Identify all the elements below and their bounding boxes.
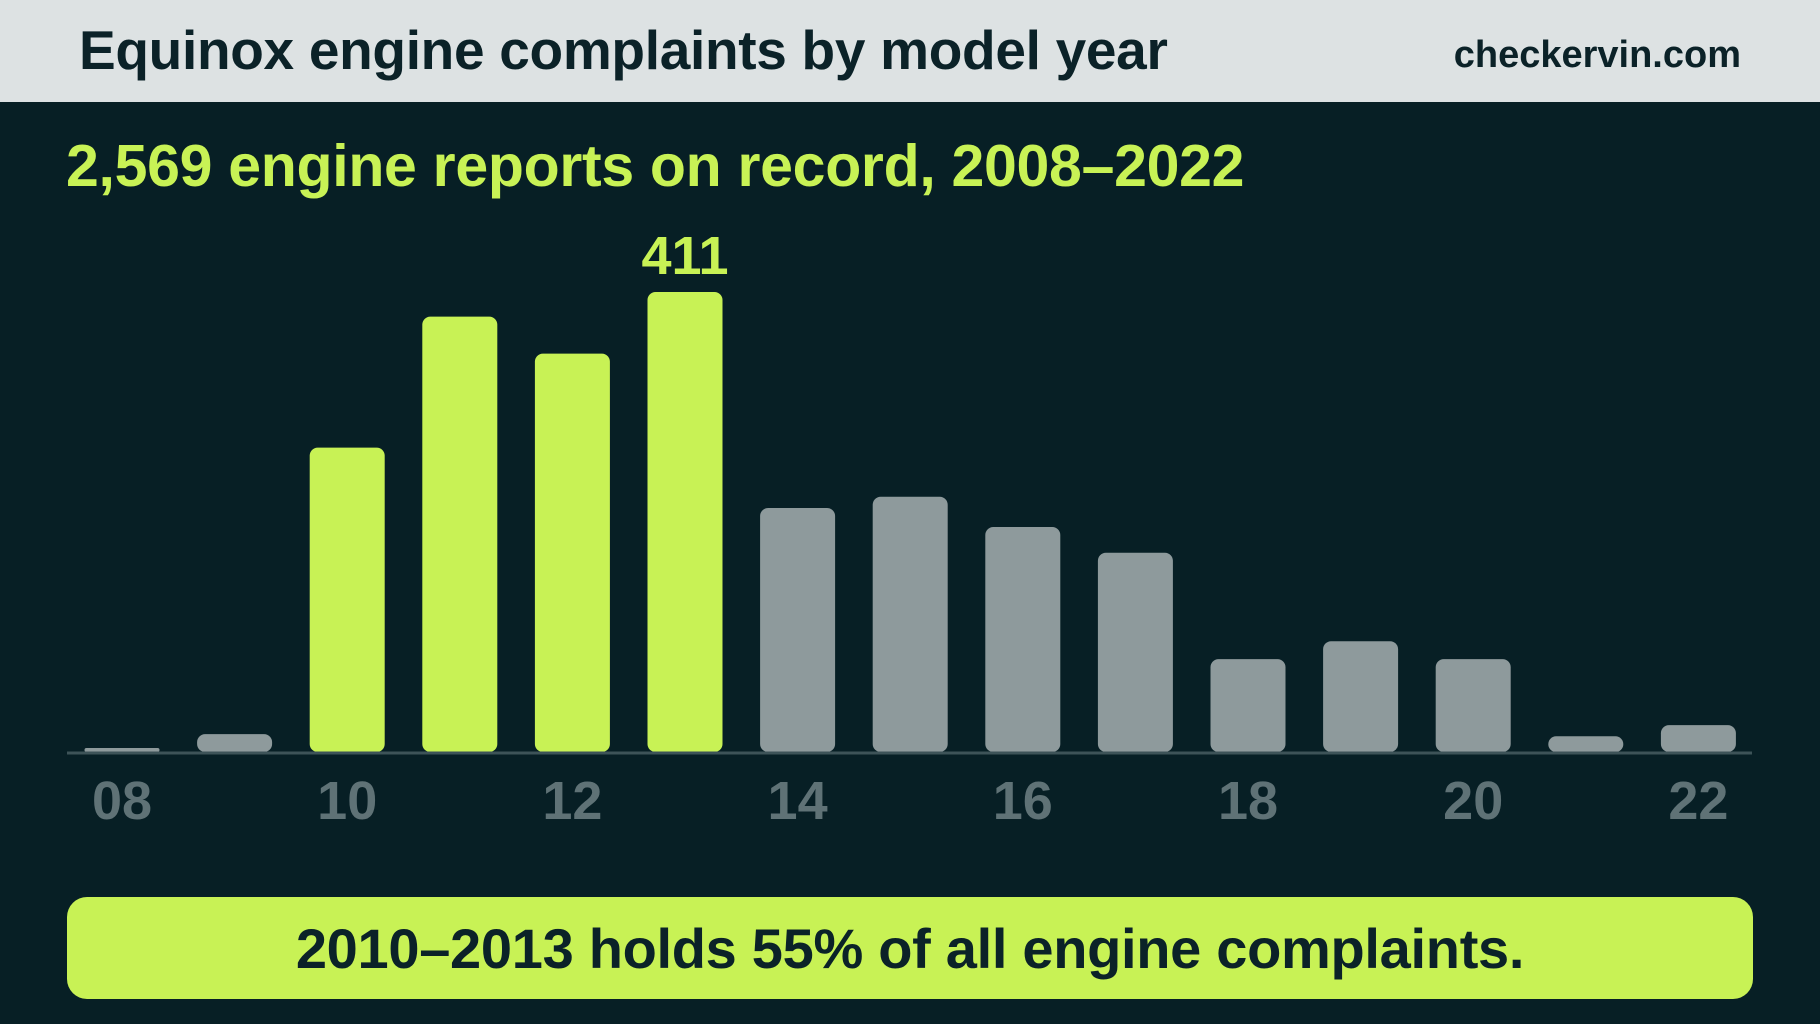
bar-16 [985, 527, 1061, 752]
bar-18 [1210, 659, 1286, 752]
bar-21 [1548, 736, 1624, 752]
bar-chart: 08 10 12 14 16 18 20 22 411 [67, 226, 1752, 831]
bar-12 [534, 353, 610, 752]
site-name: checkervin.com [1453, 34, 1741, 76]
bar-09 [197, 734, 273, 752]
x-tick-label: 10 [317, 771, 377, 831]
bar-11 [422, 316, 498, 752]
bar-19 [1323, 641, 1399, 752]
bar-13 [647, 292, 723, 752]
x-tick-label: 20 [1443, 771, 1503, 831]
bar-15 [872, 496, 948, 752]
bar-17 [1097, 552, 1173, 752]
bar-10 [309, 447, 385, 752]
x-tick-label: 12 [542, 771, 602, 831]
data-label: 411 [641, 226, 728, 286]
bar-08 [84, 748, 160, 752]
bar-20 [1435, 659, 1511, 752]
bar-14 [760, 508, 836, 752]
summary-callout-text: 2010–2013 holds 55% of all engine compla… [295, 916, 1525, 980]
bar-22 [1660, 725, 1736, 752]
chart-subtitle: 2,569 engine reports on record, 2008–202… [66, 133, 1245, 199]
header-bar: Equinox engine complaints by model year … [0, 0, 1820, 102]
chart-title: Equinox engine complaints by model year [79, 19, 1168, 81]
x-tick-label: 22 [1668, 771, 1728, 831]
x-tick-label: 16 [993, 771, 1053, 831]
x-tick-label: 08 [92, 771, 152, 831]
summary-callout: 2010–2013 holds 55% of all engine compla… [67, 897, 1753, 999]
x-tick-label: 14 [768, 771, 828, 831]
x-tick-label: 18 [1218, 771, 1278, 831]
